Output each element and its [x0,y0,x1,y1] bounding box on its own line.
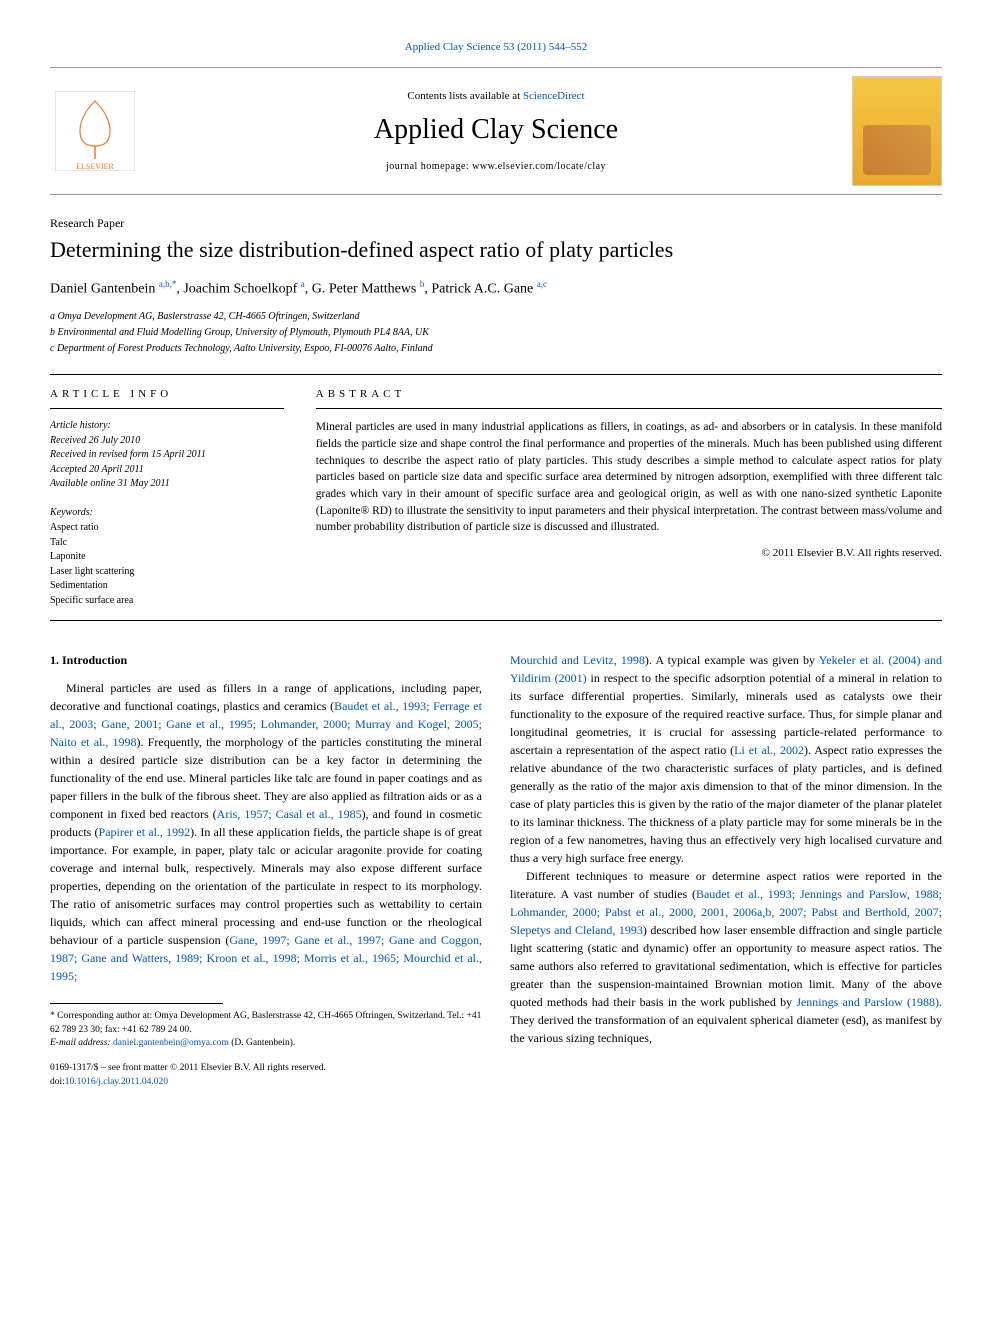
sciencedirect-link[interactable]: ScienceDirect [523,90,585,102]
affiliation-c: c Department of Forest Products Technolo… [50,341,942,356]
intro-paragraph-right-2: Different techniques to measure or deter… [510,867,942,1047]
top-citation: Applied Clay Science 53 (2011) 544–552 [50,40,942,55]
intro-paragraph-right-1: Mourchid and Levitz, 1998). A typical ex… [510,651,942,867]
abstract-label: ABSTRACT [316,387,942,409]
email-suffix: (D. Gantenbein). [229,1038,295,1048]
elsevier-tree-icon: ELSEVIER [55,91,135,171]
info-abstract-row: ARTICLE INFO Article history: Received 2… [50,374,942,621]
doi-line: doi:10.1016/j.clay.2011.04.020 [50,1076,482,1089]
doi-label: doi: [50,1077,65,1087]
cover-thumb-icon [852,76,942,186]
journal-title: Applied Clay Science [140,110,852,149]
article-history: Article history: Received 26 July 2010 R… [50,419,284,492]
affiliations: a Omya Development AG, Baslerstrasse 42,… [50,309,942,356]
footnote-separator [50,1003,223,1004]
svg-text:ELSEVIER: ELSEVIER [76,162,114,171]
homepage-prefix: journal homepage: [386,161,472,172]
homepage-url: www.elsevier.com/locate/clay [472,161,606,172]
history-received: Received 26 July 2010 [50,435,140,446]
intro-heading: 1. Introduction [50,651,482,669]
front-matter-line: 0169-1317/$ – see front matter © 2011 El… [50,1062,482,1075]
left-column: 1. Introduction Mineral particles are us… [50,651,482,1088]
history-revised: Received in revised form 15 April 2011 [50,449,206,460]
email-line: E-mail address: daniel.gantenbein@omya.c… [50,1037,482,1050]
journal-cover [852,76,942,186]
keyword-1: Talc [50,537,67,548]
footnotes: * Corresponding author at: Omya Developm… [50,1010,482,1050]
affiliation-b: b Environmental and Fluid Modelling Grou… [50,325,942,340]
right-column: Mourchid and Levitz, 1998). A typical ex… [510,651,942,1088]
history-online: Available online 31 May 2011 [50,478,170,489]
keyword-2: Laponite [50,551,86,562]
doi-block: 0169-1317/$ – see front matter © 2011 El… [50,1062,482,1089]
keyword-4: Sedimentation [50,580,108,591]
journal-homepage: journal homepage: www.elsevier.com/locat… [140,160,852,174]
top-citation-link[interactable]: Applied Clay Science 53 (2011) 544–552 [405,41,588,53]
authors: Daniel Gantenbein a,b,*, Joachim Schoelk… [50,278,942,299]
email-label: E-mail address: [50,1038,113,1048]
keywords-block: Keywords: Aspect ratio Talc Laponite Las… [50,506,284,609]
intro-paragraph-left: Mineral particles are used as fillers in… [50,679,482,985]
keyword-5: Specific surface area [50,595,133,606]
contents-prefix: Contents lists available at [407,90,522,102]
contents-line: Contents lists available at ScienceDirec… [140,89,852,104]
history-accepted: Accepted 20 April 2011 [50,464,144,475]
affiliation-a: a Omya Development AG, Baslerstrasse 42,… [50,309,942,324]
keyword-0: Aspect ratio [50,522,99,533]
keyword-3: Laser light scattering [50,566,134,577]
keywords-label: Keywords: [50,506,284,521]
article-info-label: ARTICLE INFO [50,387,284,409]
publisher-logo: ELSEVIER [50,86,140,176]
email-link[interactable]: daniel.gantenbein@omya.com [113,1038,229,1048]
masthead: ELSEVIER Contents lists available at Sci… [50,67,942,195]
abstract-col: ABSTRACT Mineral particles are used in m… [300,375,942,620]
body-columns: 1. Introduction Mineral particles are us… [50,651,942,1088]
paper-type: Research Paper [50,215,942,232]
abstract-copyright: © 2011 Elsevier B.V. All rights reserved… [316,546,942,561]
doi-link[interactable]: 10.1016/j.clay.2011.04.020 [65,1077,168,1087]
abstract-text: Mineral particles are used in many indus… [316,419,942,536]
history-label: Article history: [50,420,111,431]
corresponding-author: * Corresponding author at: Omya Developm… [50,1010,482,1037]
article-info-col: ARTICLE INFO Article history: Received 2… [50,375,300,620]
paper-title: Determining the size distribution-define… [50,236,942,264]
